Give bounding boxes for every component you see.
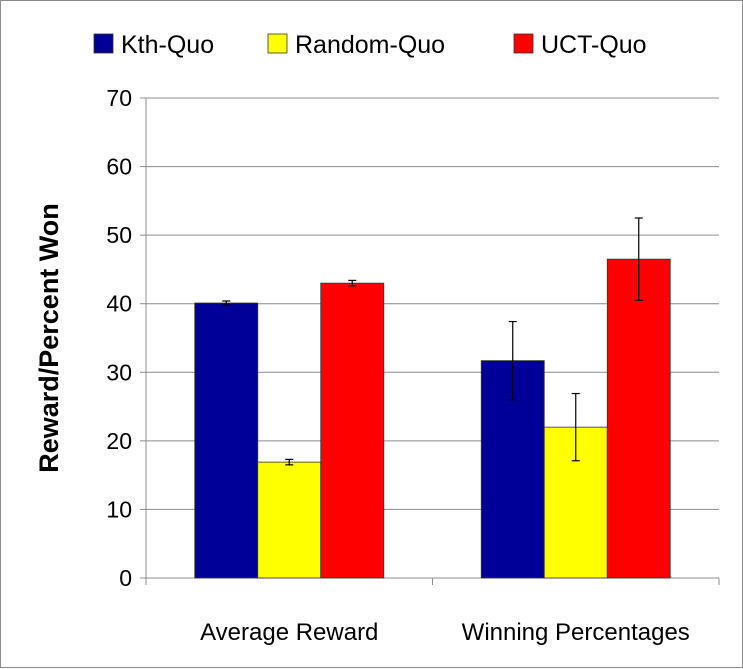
bar-uct-quo <box>320 282 385 579</box>
y-tick-label: 10 <box>106 496 132 522</box>
y-tick-label: 50 <box>106 222 132 248</box>
y-tick-label: 60 <box>106 154 132 180</box>
bar-uct-quo <box>606 258 671 579</box>
y-tick-label: 0 <box>119 565 132 591</box>
bar-kth-quo <box>194 302 259 579</box>
y-tick-label: 70 <box>106 85 132 111</box>
y-tick-label: 30 <box>106 359 132 385</box>
y-axis-title: Reward/Percent Won <box>34 203 64 473</box>
legend-label: Random-Quo <box>295 31 445 59</box>
legend-label: UCT-Quo <box>541 31 647 59</box>
legend-swatch-uct-quo <box>513 33 534 54</box>
x-category-label: Winning Percentages <box>462 619 690 646</box>
legend-swatch-kth-quo <box>93 33 114 54</box>
bar-random-quo <box>257 461 322 579</box>
x-category-label: Average Reward <box>200 619 378 646</box>
y-tick-label: 20 <box>106 428 132 454</box>
legend-swatch-random-quo <box>267 33 288 54</box>
legend-label: Kth-Quo <box>121 31 214 59</box>
y-tick-label: 40 <box>106 291 132 317</box>
